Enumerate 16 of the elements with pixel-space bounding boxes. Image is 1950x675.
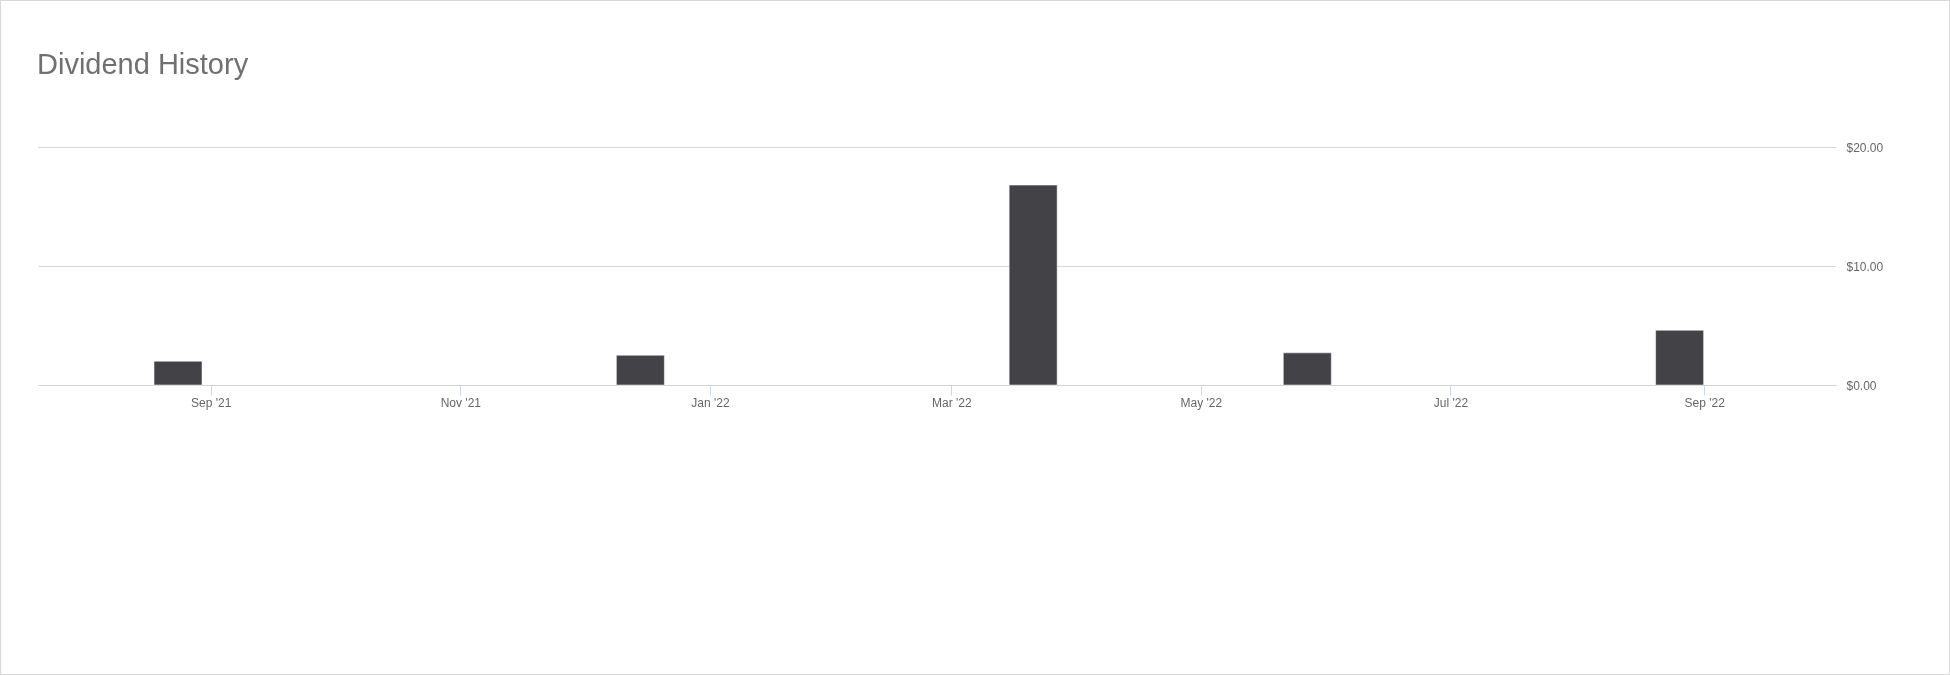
- bar: [153, 360, 203, 386]
- bar: [616, 355, 665, 386]
- bar: [1008, 184, 1058, 386]
- x-tick-label: Nov '21: [440, 395, 482, 410]
- y-tick-label: $0.00: [1846, 378, 1877, 393]
- x-tick-label: Jul '22: [1433, 395, 1469, 410]
- chart-title: Dividend History: [37, 48, 249, 80]
- x-tick-label: Mar '22: [932, 395, 972, 410]
- x-tick-label: May '22: [1180, 395, 1223, 410]
- y-tick-label: $10.00: [1846, 259, 1884, 274]
- bar: [1655, 330, 1704, 386]
- x-tick-label: Sep '22: [1684, 395, 1726, 410]
- x-tick-label: Jan '22: [691, 395, 730, 410]
- y-tick-label: $20.00: [1846, 140, 1884, 155]
- x-tick-label: Sep '21: [191, 395, 232, 410]
- bar: [1283, 352, 1332, 386]
